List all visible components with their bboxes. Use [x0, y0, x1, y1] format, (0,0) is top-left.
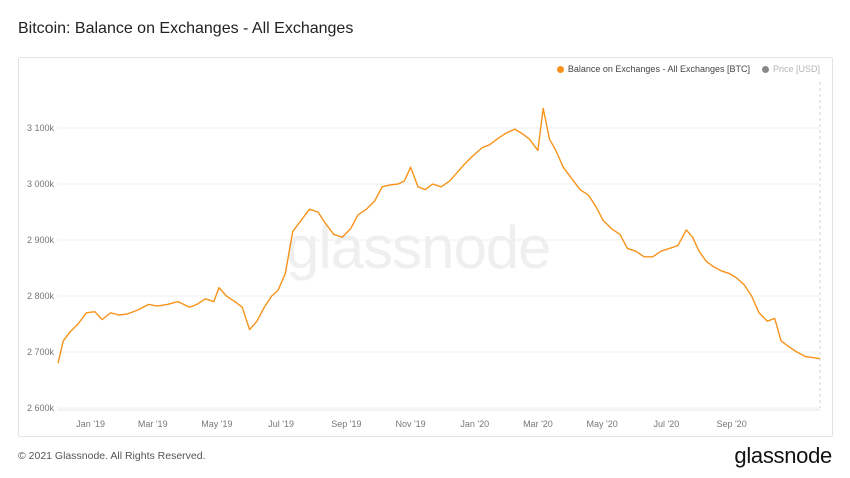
legend-label-price: Price [USD]	[772, 64, 820, 74]
y-tick-label: 2 700k	[27, 347, 55, 357]
legend-label-balance: Balance on Exchanges - All Exchanges [BT…	[567, 64, 750, 74]
chart-frame	[18, 57, 833, 437]
x-tick-label: May '19	[201, 419, 232, 429]
x-tick-label: Jul '19	[268, 419, 294, 429]
y-tick-label: 2 800k	[27, 291, 55, 301]
y-tick-label: 3 000k	[27, 179, 55, 189]
legend: Balance on Exchanges - All Exchanges [BT…	[556, 64, 820, 74]
glassnode-logo[interactable]: glassnode	[734, 443, 832, 468]
y-tick-label: 2 600k	[27, 403, 55, 413]
x-tick-label: Nov '19	[395, 419, 425, 429]
x-tick-label: Jan '20	[460, 419, 489, 429]
x-tick-label: Jan '19	[76, 419, 105, 429]
series-line-balance	[57, 107, 821, 364]
legend-dot-icon	[556, 65, 564, 73]
legend-item-price[interactable]: Price [USD]	[761, 64, 820, 74]
legend-dot-icon	[761, 65, 769, 73]
x-tick-label: Mar '20	[523, 419, 553, 429]
x-tick-label: May '20	[587, 419, 618, 429]
y-tick-label: 2 900k	[27, 235, 55, 245]
x-tick-label: Sep '20	[716, 419, 746, 429]
page-title: Bitcoin: Balance on Exchanges - All Exch…	[18, 20, 354, 37]
x-tick-label: Mar '19	[138, 419, 168, 429]
y-tick-label: 3 100k	[27, 123, 55, 133]
legend-item-balance[interactable]: Balance on Exchanges - All Exchanges [BT…	[556, 64, 750, 74]
x-tick-label: Sep '19	[331, 419, 361, 429]
x-tick-label: Jul '20	[653, 419, 679, 429]
copyright-text: © 2021 Glassnode. All Rights Reserved.	[18, 450, 206, 462]
